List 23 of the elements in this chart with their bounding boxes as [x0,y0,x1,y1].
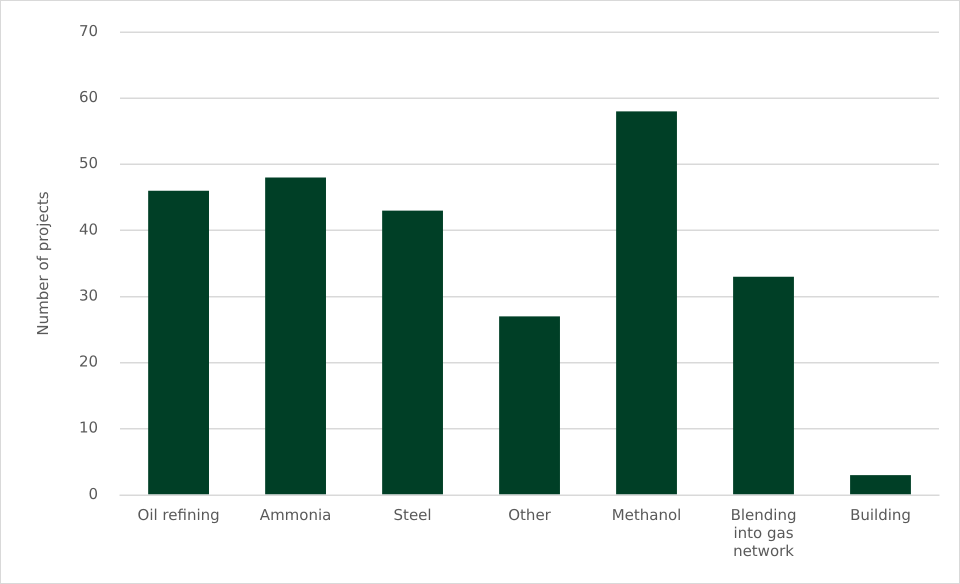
x-tick-label: Blending into gas network [730,506,796,560]
bar [616,111,677,494]
bar [850,475,911,494]
bar [265,178,326,494]
bar [382,210,443,494]
bar [148,190,209,494]
y-tick-label: 40 [78,220,98,238]
y-tick-label: 20 [78,352,98,371]
x-tick-label: Oil refining [138,506,220,524]
x-tick-label: Ammonia [260,506,332,524]
x-tick-label: Methanol [612,506,682,524]
y-tick-label: 0 [88,484,98,503]
y-tick-label: 50 [78,154,98,172]
y-tick-label: 30 [78,286,98,304]
y-tick-label: 70 [78,22,98,40]
x-tick-label: Other [508,506,552,524]
y-axis-title: Number of projects [34,191,52,336]
bar [733,276,794,494]
x-tick-label: Building [850,506,911,524]
y-tick-label: 60 [78,88,98,106]
y-tick-label: 10 [78,418,98,437]
bar [499,316,560,494]
x-tick-label: Steel [394,506,432,524]
